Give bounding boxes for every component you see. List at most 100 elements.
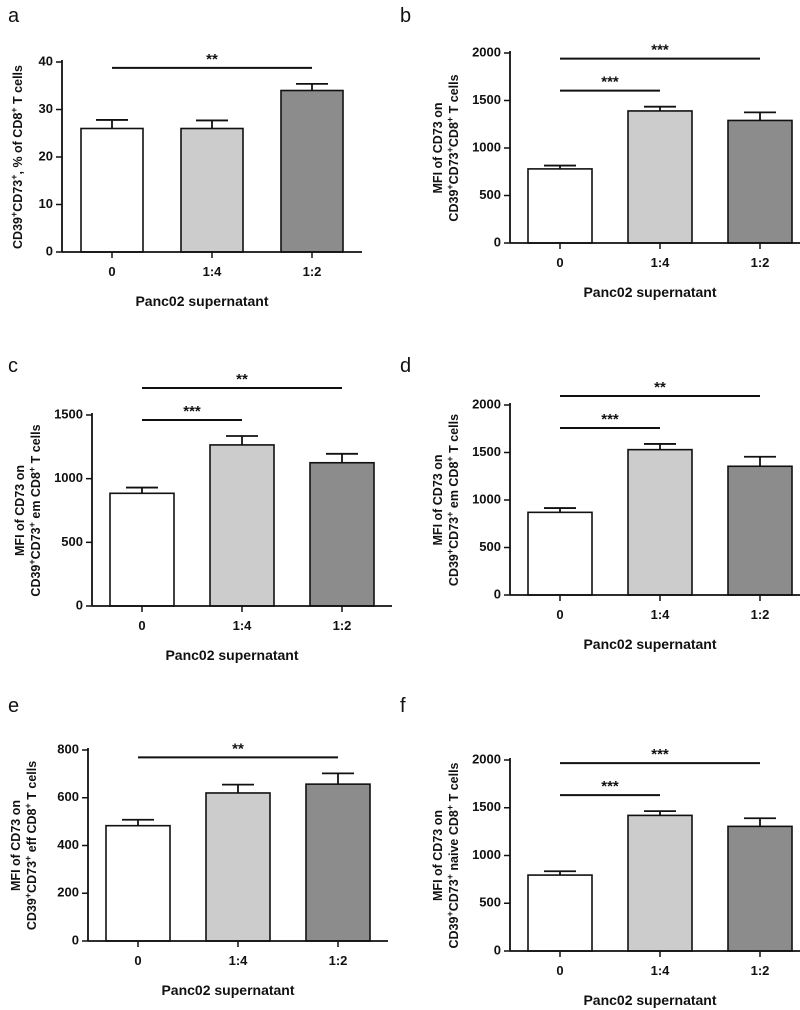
y-tick-label: 0 <box>494 586 501 601</box>
y-tick-label: 0 <box>76 597 83 612</box>
bar-1-2 <box>727 119 793 244</box>
y-tick-label: 200 <box>57 885 79 900</box>
x-tick-label: 1:4 <box>651 963 671 978</box>
chart-c-svg: c 0 500 1000 1500 0 1:4 1:2 Panc02 supernatant MF… <box>8 355 392 663</box>
x-axis-label: Panc02 supernatant <box>161 982 294 998</box>
x-axis-label: Panc02 supernatant <box>583 636 716 652</box>
bar-1-2 <box>727 825 793 952</box>
x-axis-label: Panc02 supernatant <box>135 293 268 309</box>
significance-label: ** <box>236 371 248 388</box>
x-axis-label: Panc02 supernatant <box>583 284 716 300</box>
bar-0 <box>527 511 593 596</box>
x-tick-label: 1:2 <box>751 963 770 978</box>
y-tick-label: 500 <box>479 539 501 554</box>
chart-a-svg: a 0 10 20 30 40 0 1:4 1:2 Panc02 supernatant CD39+… <box>8 5 362 309</box>
significance-label: ** <box>206 51 218 68</box>
chart-panel-a: a 0 10 20 30 40 0 1:4 1:2 Panc02 supernatant CD39+… <box>0 0 400 320</box>
y-tick-label: 1000 <box>472 847 501 862</box>
y-tick-label: 1000 <box>472 491 501 506</box>
bar-1-4 <box>205 792 271 942</box>
chart-panel-c: c 0 500 1000 1500 0 1:4 1:2 Panc02 supernatant MF… <box>0 350 400 670</box>
x-tick-label: 0 <box>134 953 141 968</box>
y-tick-label: 0 <box>494 942 501 957</box>
significance-label: *** <box>601 74 619 91</box>
x-tick-label: 1:4 <box>229 953 249 968</box>
chart-panel-f: f 0 500 1000 1500 2000 0 1:4 1:2 Panc02 supernata… <box>400 690 800 1010</box>
x-tick-label: 1:2 <box>303 264 322 279</box>
bar-0 <box>527 874 593 952</box>
bar-1-4 <box>627 448 693 596</box>
y-tick-label: 2000 <box>472 751 501 766</box>
y-axis-label: CD39+CD73+, % of CD8+ T cells <box>9 65 25 249</box>
chart-d-svg: d 0 500 1000 1500 2000 0 1:4 1:2 Panc02 supernata… <box>400 355 800 652</box>
y-axis-label: CD39+CD73+ eff CD8+ T cells <box>23 761 39 930</box>
y-tick-label: 30 <box>39 101 53 116</box>
significance-label: ** <box>232 740 244 757</box>
y-tick-label: 500 <box>479 895 501 910</box>
y-axis-label: MFI of CD73 on <box>9 800 23 891</box>
chart-f-svg: f 0 500 1000 1500 2000 0 1:4 1:2 Panc02 supernata… <box>400 695 800 1008</box>
y-tick-label: 1500 <box>472 799 501 814</box>
panel-letter: b <box>400 5 411 27</box>
chart-b-svg: b 0 500 1000 1500 2000 0 1:4 1:2 Panc02 supernata… <box>400 5 800 300</box>
x-tick-label: 1:2 <box>333 618 352 633</box>
bar-1-2 <box>305 783 371 942</box>
x-tick-label: 0 <box>556 607 563 622</box>
x-tick-label: 1:4 <box>233 618 253 633</box>
y-axis-label: CD39+CD73+ em CD8+ T cells <box>27 424 43 596</box>
y-axis-label: MFI of CD73 on <box>431 455 445 546</box>
chart-panel-d: d 0 500 1000 1500 2000 0 1:4 1:2 Panc02 supernata… <box>400 350 800 670</box>
y-axis-label: MFI of CD73 on <box>13 465 27 556</box>
y-tick-label: 1500 <box>54 406 83 421</box>
panel-letter: f <box>400 695 406 717</box>
x-tick-label: 1:4 <box>651 255 671 270</box>
y-tick-label: 0 <box>72 932 79 947</box>
bar-0 <box>109 492 175 607</box>
significance-label: *** <box>601 411 619 428</box>
significance-label: *** <box>601 778 619 795</box>
chart-e-svg: e 0 200 400 600 800 0 1:4 1:2 Panc02 supernatant M… <box>8 695 388 998</box>
x-tick-label: 1:2 <box>329 953 348 968</box>
y-tick-label: 0 <box>494 234 501 249</box>
y-axis-label: CD39+CD73+ naive CD8+ T cells <box>445 762 461 948</box>
y-axis-label: CD39+CD73+ em CD8+ T cells <box>445 414 461 586</box>
bar-1-4 <box>627 814 693 952</box>
y-tick-label: 0 <box>46 243 53 258</box>
y-tick-label: 40 <box>39 53 53 68</box>
y-axis-label: MFI of CD73 on <box>431 103 445 194</box>
bar-0 <box>105 824 171 942</box>
bar-1-4 <box>180 127 244 253</box>
chart-panel-b: b 0 500 1000 1500 2000 0 1:4 1:2 Panc02 supernata… <box>400 0 800 320</box>
y-tick-label: 10 <box>39 196 53 211</box>
significance-label: *** <box>651 746 669 763</box>
x-tick-label: 0 <box>556 963 563 978</box>
y-axis-label: CD39+CD73+CD8+ T cells <box>445 74 461 221</box>
y-tick-label: 500 <box>479 187 501 202</box>
x-axis-label: Panc02 supernatant <box>165 647 298 663</box>
y-tick-label: 1500 <box>472 92 501 107</box>
bar-0 <box>527 168 593 244</box>
bar-1-2 <box>727 465 793 596</box>
significance-label: ** <box>654 379 666 396</box>
bar-1-2 <box>309 461 375 607</box>
y-tick-label: 2000 <box>472 396 501 411</box>
bar-1-2 <box>280 89 344 253</box>
y-tick-label: 600 <box>57 789 79 804</box>
y-tick-label: 20 <box>39 148 53 163</box>
y-axis-label: MFI of CD73 on <box>431 810 445 901</box>
x-tick-label: 0 <box>108 264 115 279</box>
panel-letter: c <box>8 355 18 377</box>
y-tick-label: 400 <box>57 837 79 852</box>
x-axis-label: Panc02 supernatant <box>583 992 716 1008</box>
bar-0 <box>80 127 144 253</box>
y-tick-label: 1000 <box>54 470 83 485</box>
x-tick-label: 0 <box>556 255 563 270</box>
panel-letter: e <box>8 695 19 717</box>
panel-letter: d <box>400 355 411 377</box>
x-tick-label: 0 <box>138 618 145 633</box>
chart-panel-e: e 0 200 400 600 800 0 1:4 1:2 Panc02 supernatant M… <box>0 690 400 1010</box>
y-tick-label: 1000 <box>472 139 501 154</box>
y-tick-label: 2000 <box>472 44 501 59</box>
panel-letter: a <box>8 5 20 27</box>
significance-label: *** <box>651 42 669 59</box>
